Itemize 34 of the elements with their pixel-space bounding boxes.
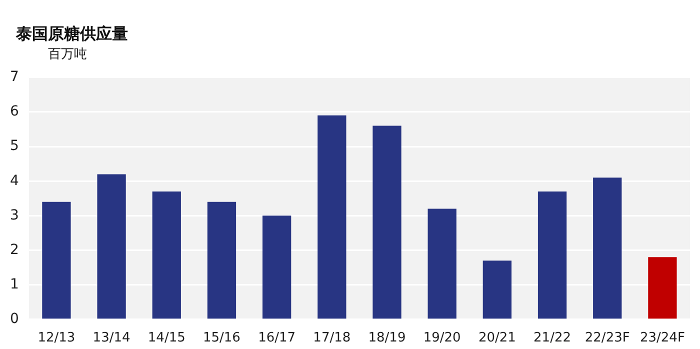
y-tick-label: 7 — [10, 69, 19, 86]
y-axis-title: 百万吨 — [48, 46, 87, 63]
y-tick-label: 5 — [10, 138, 19, 154]
bar — [593, 178, 622, 319]
y-tick-label: 3 — [10, 207, 19, 224]
x-tick-label: 15/16 — [202, 330, 240, 346]
bar — [207, 202, 236, 319]
y-tick-label: 1 — [10, 276, 19, 292]
bar — [648, 257, 677, 319]
x-tick-label: 22/23F — [584, 330, 630, 346]
chart-title: 泰国原糖供应量 — [16, 24, 128, 45]
y-tick-label: 2 — [10, 242, 19, 258]
bar — [482, 260, 512, 319]
x-tick-label: 21/22 — [534, 330, 572, 346]
y-tick-label: 0 — [10, 311, 19, 328]
y-tick-label: 6 — [10, 104, 19, 120]
bar — [42, 202, 71, 319]
bar — [372, 126, 402, 319]
x-tick-label: 17/18 — [313, 330, 351, 346]
x-tick-label: 16/17 — [258, 330, 296, 346]
bar — [262, 216, 292, 319]
x-tick-label: 13/14 — [92, 330, 130, 346]
y-tick-label: 4 — [10, 172, 19, 189]
x-tick-label: 23/24F — [640, 330, 685, 346]
bar — [538, 191, 567, 319]
bar — [318, 115, 346, 319]
x-tick-label: 14/15 — [148, 330, 186, 346]
x-tick-label: 18/19 — [368, 330, 406, 346]
x-tick-label: 20/21 — [478, 330, 516, 346]
bar — [428, 208, 456, 319]
bar — [152, 191, 181, 319]
x-tick-label: 12/13 — [38, 330, 76, 346]
x-tick-label: 19/20 — [423, 330, 461, 346]
bar — [97, 174, 126, 319]
